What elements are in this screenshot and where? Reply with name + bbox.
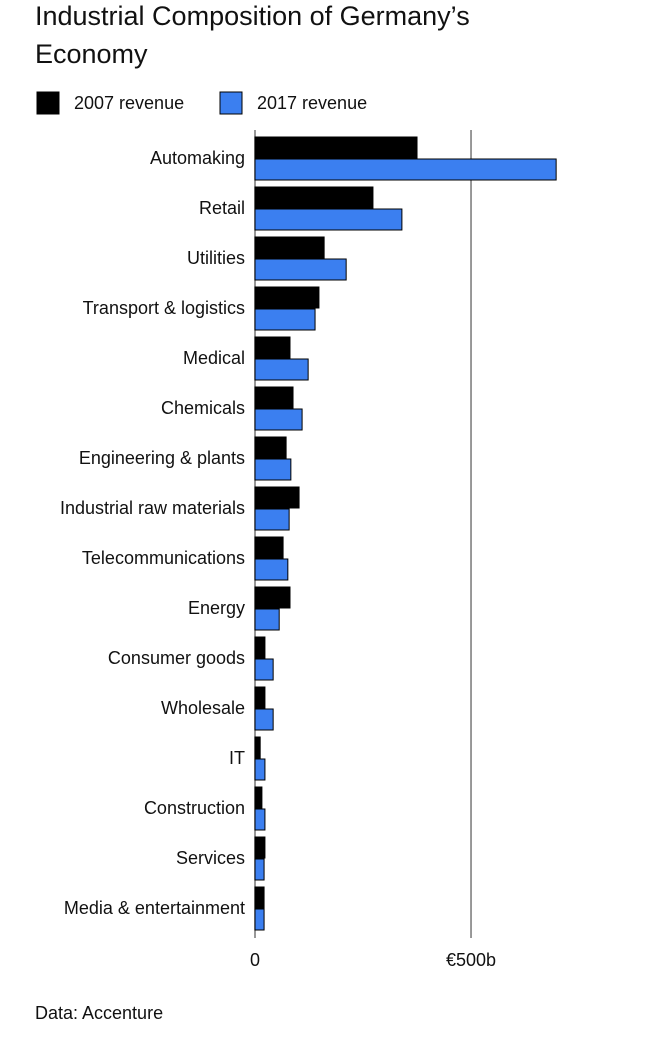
bar [254,808,266,831]
y-tick-label: Utilities [187,248,245,268]
bar [254,686,266,709]
bar [254,236,325,259]
y-tick-label: Energy [188,598,245,618]
y-tick-label: Engineering & plants [79,448,245,468]
bar [254,908,265,931]
y-tick-label: Wholesale [161,698,245,718]
source-note: Data: Accenture [35,1003,163,1023]
y-tick-label: Telecommunications [82,548,245,568]
bar [254,358,309,381]
x-tick-label: €500b [446,950,496,970]
y-tick-label: Consumer goods [108,648,245,668]
y-tick-label: Medical [183,348,245,368]
bar [254,558,289,581]
y-tick-label: Retail [199,198,245,218]
bar [254,408,303,431]
legend-swatch [219,91,243,115]
bar [254,186,374,209]
bar [254,758,266,781]
bar [254,508,290,531]
bar [254,308,316,331]
y-tick-label: Construction [144,798,245,818]
y-tick-label: IT [229,748,245,768]
bar [254,436,287,459]
chart-title: Industrial Composition of Germany’s [35,1,470,31]
y-tick-label: Media & entertainment [64,898,245,918]
legend-label: 2007 revenue [74,93,184,113]
bar [254,858,265,881]
bar [254,608,280,631]
bar [254,136,418,159]
bar [254,286,320,309]
y-tick-label: Industrial raw materials [60,498,245,518]
bar [254,536,284,559]
legend-label: 2017 revenue [257,93,367,113]
bar [254,736,261,759]
y-tick-label: Transport & logistics [83,298,245,318]
bar [254,636,266,659]
y-tick-label: Services [176,848,245,868]
bar [254,208,403,231]
bar [254,158,557,181]
chart-title: Economy [35,39,148,69]
y-tick-label: Automaking [150,148,245,168]
bar [254,836,266,859]
bar [254,486,300,509]
bar [254,786,263,809]
bar [254,336,291,359]
bar [254,886,265,909]
bar [254,386,294,409]
bar [254,586,291,609]
bar [254,458,292,481]
bar [254,658,274,681]
y-tick-label: Chemicals [161,398,245,418]
x-tick-label: 0 [250,950,260,970]
bar [254,258,347,281]
legend-swatch [36,91,60,115]
bar [254,708,274,731]
